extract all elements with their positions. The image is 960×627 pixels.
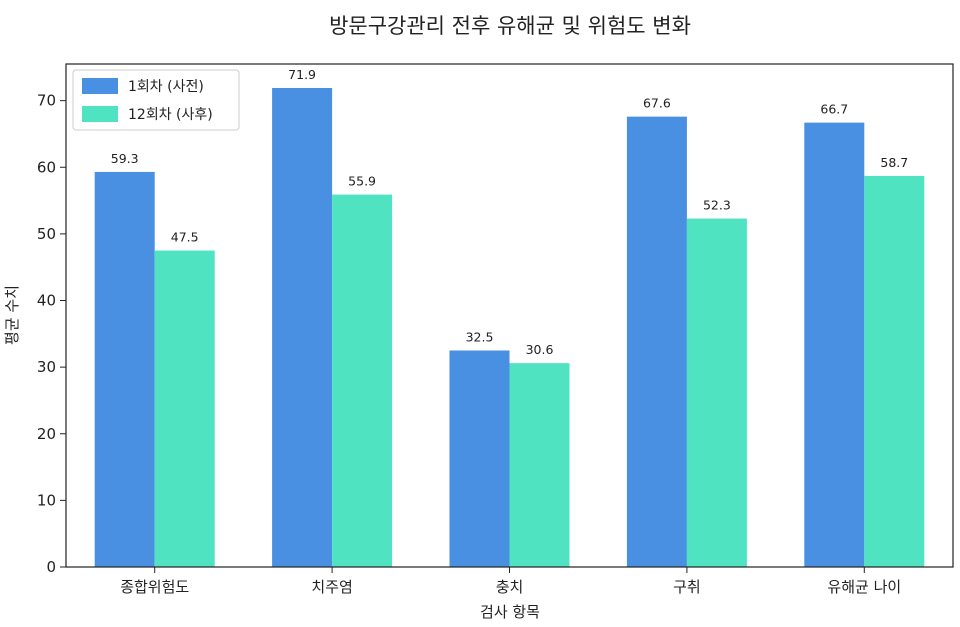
y-axis-label: 평균 수치	[3, 285, 21, 345]
x-tick-label: 구취	[673, 578, 701, 596]
legend-label-1회차: 1회차 (사전)	[128, 79, 204, 95]
x-axis-label: 검사 항목	[480, 603, 540, 621]
data-label: 58.7	[880, 155, 908, 170]
legend-swatch-1회차	[82, 78, 118, 94]
data-label: 30.6	[526, 342, 554, 357]
bar-종합위험도-1회차 (사전)	[94, 171, 155, 568]
x-tick-label: 종합위험도	[120, 578, 189, 596]
data-label: 52.3	[703, 198, 731, 213]
data-label: 32.5	[466, 329, 494, 344]
legend-swatch-12회차	[82, 106, 118, 122]
bar-유해균 나이-12회차 (사후)	[864, 175, 925, 567]
y-tick-label: 40	[37, 292, 56, 310]
chart-title: 방문구강관리 전후 유해균 및 위험도 변화	[329, 14, 691, 38]
data-label: 47.5	[171, 230, 199, 245]
bar-충치-12회차 (사후)	[509, 363, 570, 567]
x-tick-label: 충치	[496, 578, 524, 596]
y-tick-label: 60	[37, 158, 56, 176]
x-tick-label: 유해균 나이	[827, 578, 901, 596]
bar-구취-12회차 (사후)	[686, 218, 747, 567]
data-label: 71.9	[288, 67, 316, 82]
y-tick-label: 30	[37, 358, 56, 376]
data-label: 55.9	[348, 174, 376, 189]
data-label: 66.7	[820, 102, 848, 117]
bar-치주염-1회차 (사전)	[272, 87, 333, 568]
data-label: 67.6	[643, 96, 671, 111]
bar-유해균 나이-1회차 (사전)	[804, 122, 865, 568]
legend: 1회차 (사전) 12회차 (사후)	[72, 69, 240, 131]
y-tick-label: 70	[37, 92, 56, 110]
data-label: 59.3	[111, 151, 139, 166]
y-tick-label: 20	[37, 425, 56, 443]
x-tick-label: 치주염	[311, 578, 352, 596]
y-tick-label: 50	[37, 225, 56, 243]
bar-충치-1회차 (사전)	[449, 350, 510, 567]
y-tick-label: 10	[37, 491, 56, 509]
bar-종합위험도-12회차 (사후)	[154, 250, 215, 568]
bar-구취-1회차 (사전)	[626, 116, 687, 568]
legend-label-12회차: 12회차 (사후)	[128, 107, 213, 123]
y-tick-label: 0	[46, 558, 56, 576]
bar-치주염-12회차 (사후)	[332, 194, 393, 567]
